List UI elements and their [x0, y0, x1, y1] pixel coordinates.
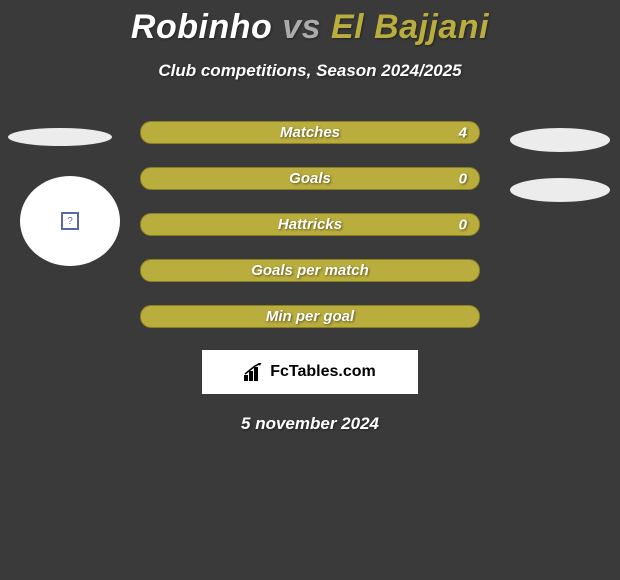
stat-row: Goals 0: [140, 167, 480, 190]
stat-label: Goals: [289, 170, 331, 187]
stat-label: Hattricks: [278, 216, 342, 233]
stat-row: Min per goal: [140, 305, 480, 328]
club-badge-left: ?: [20, 176, 120, 266]
brand-text: FcTables.com: [270, 363, 376, 381]
player2-name: El Bajjani: [331, 8, 489, 46]
brand-box: FcTables.com: [202, 350, 418, 394]
badge-placeholder-icon: ?: [61, 212, 79, 230]
flag-ellipse-right-1: [510, 128, 610, 152]
flag-ellipse-right-2: [510, 178, 610, 202]
vs-separator: vs: [282, 8, 321, 46]
date-line: 5 november 2024: [0, 414, 620, 434]
stat-value-right: 0: [459, 170, 467, 187]
stat-label: Goals per match: [251, 262, 369, 279]
stat-row: Goals per match: [140, 259, 480, 282]
badge-glyph: ?: [67, 216, 73, 227]
brand-inner: FcTables.com: [244, 363, 376, 381]
flag-ellipse-left: [8, 128, 112, 146]
stat-label: Matches: [280, 124, 340, 141]
stat-value-right: 0: [459, 216, 467, 233]
stat-label: Min per goal: [266, 308, 354, 325]
page-title: Robinho vs El Bajjani: [0, 8, 620, 47]
stat-row: Matches 4: [140, 121, 480, 144]
player1-name: Robinho: [131, 8, 272, 46]
stat-row: Hattricks 0: [140, 213, 480, 236]
brand-chart-icon: [244, 363, 266, 381]
subtitle: Club competitions, Season 2024/2025: [0, 61, 620, 81]
stat-rows: Matches 4 Goals 0 Hattricks 0 Goals per match M…: [140, 121, 480, 328]
stat-value-right: 4: [459, 124, 467, 141]
